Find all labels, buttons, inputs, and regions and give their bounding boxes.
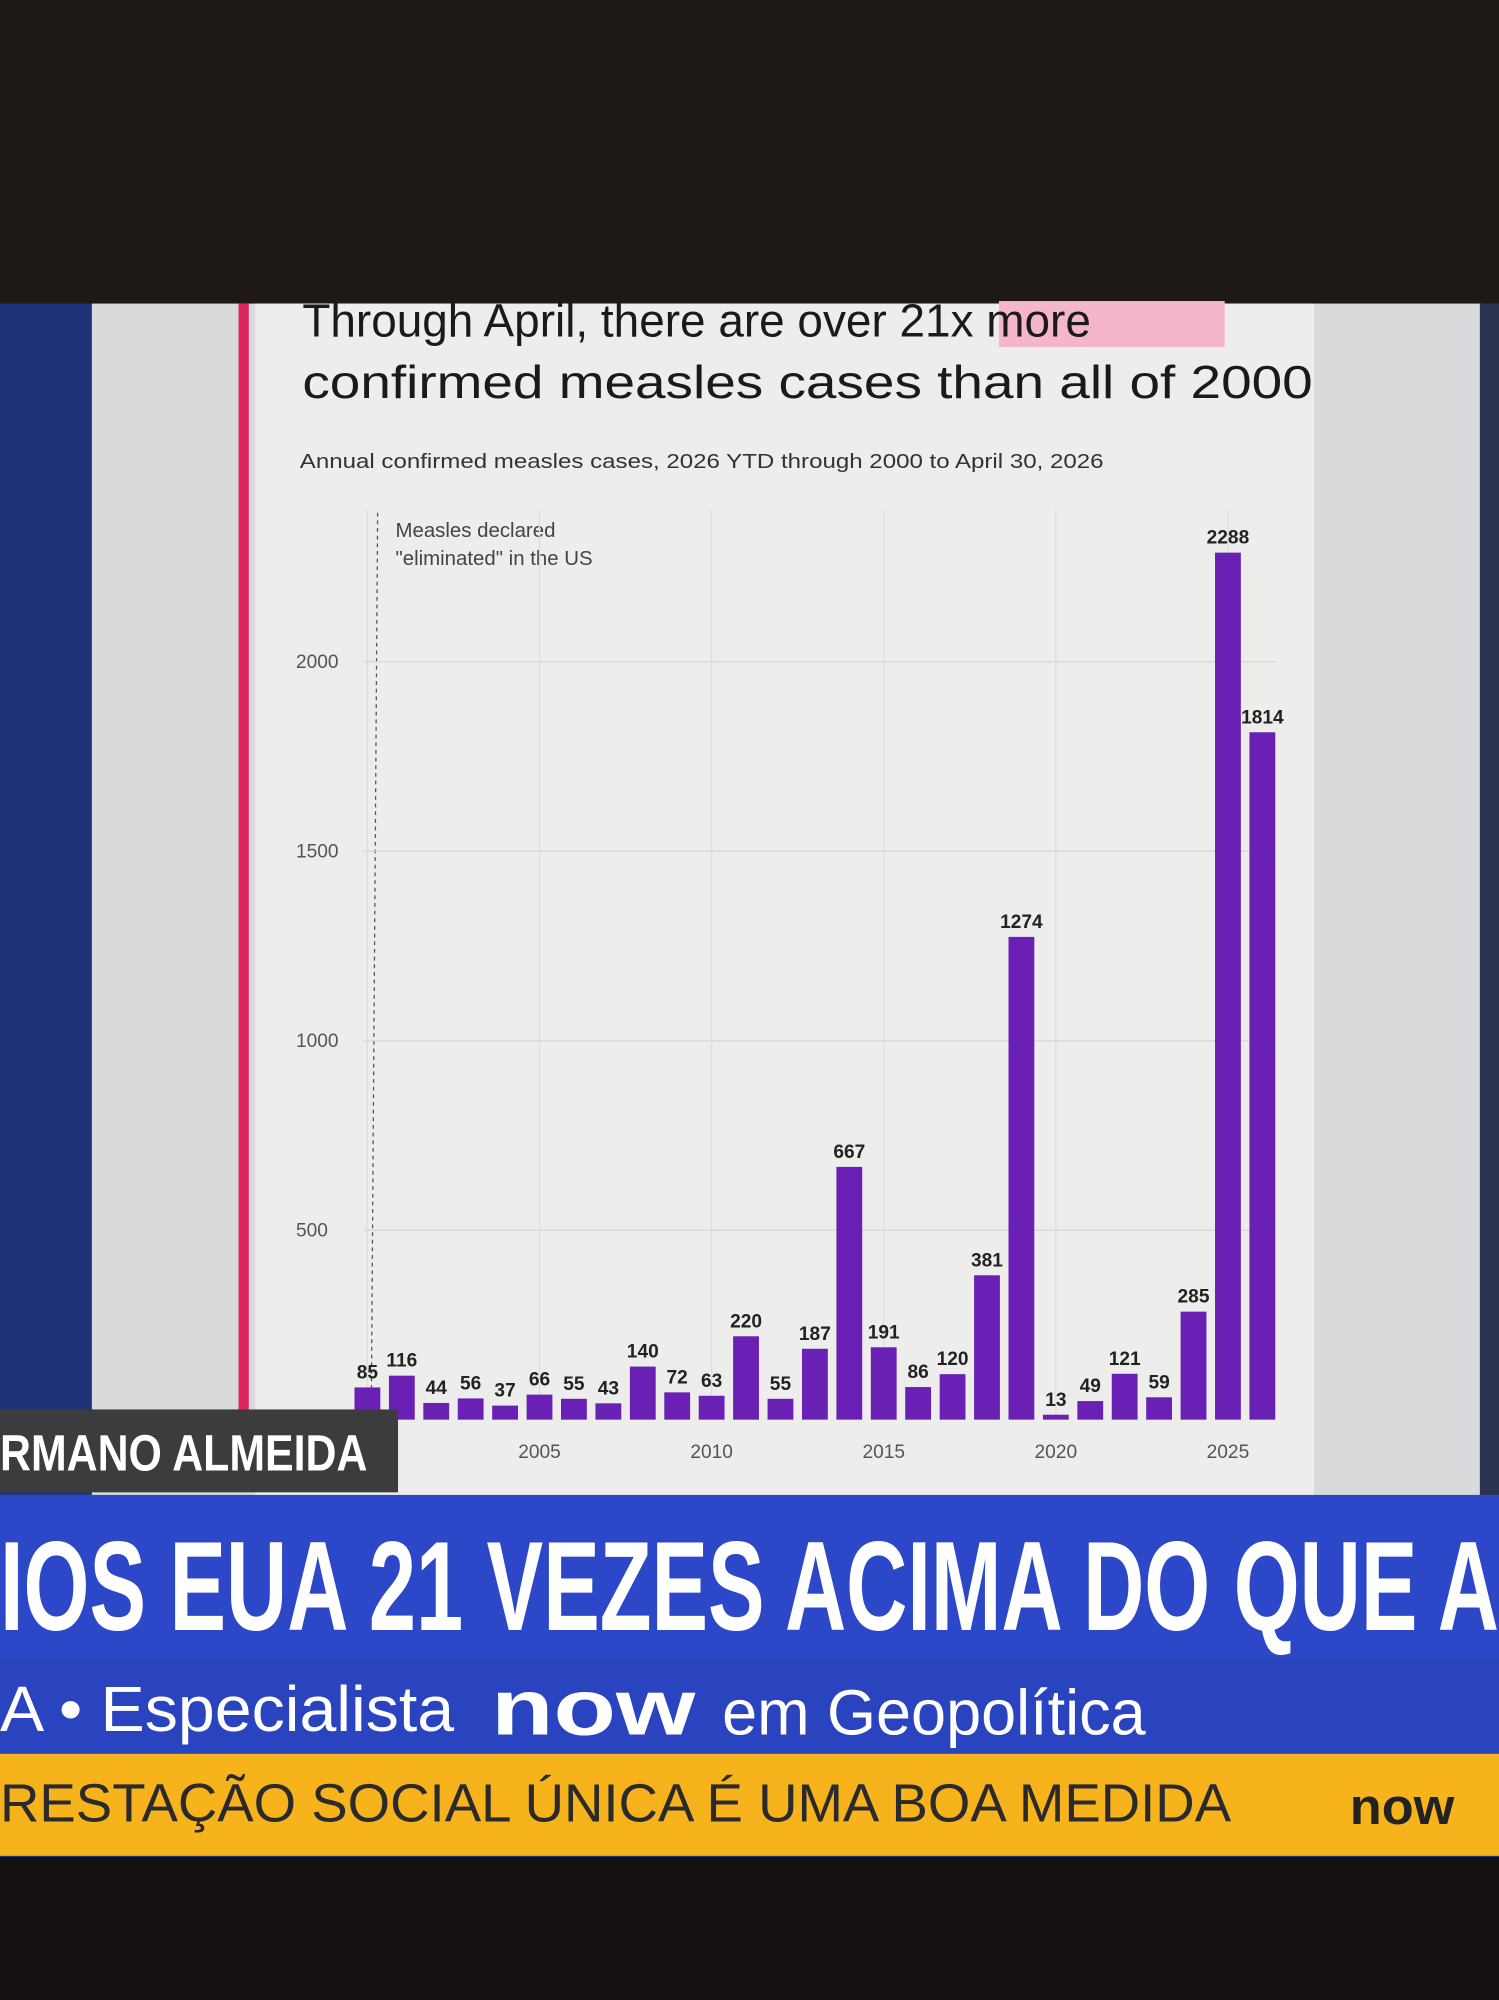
bar [939, 1374, 966, 1420]
headline: IOS EUA 21 VEZES ACIMA DO QUE A [0, 1516, 1499, 1658]
bar [1111, 1373, 1138, 1420]
value-label: 140 [627, 1342, 659, 1363]
ticker-logo: now [1350, 1778, 1455, 1835]
value-label: 55 [563, 1374, 585, 1395]
logo: now [491, 1663, 696, 1752]
value-label: 1814 [1241, 707, 1284, 728]
bar [664, 1392, 691, 1420]
chart-subtitle: Annual confirmed measles cases, 2026 YTD… [300, 451, 1104, 473]
y-tick-label: 2000 [296, 652, 339, 673]
chart-title: Through April, there are over 21x more [302, 295, 1091, 347]
bar [595, 1403, 622, 1420]
value-label: 2288 [1207, 528, 1250, 549]
value-label: 55 [770, 1374, 792, 1395]
value-label: 86 [908, 1362, 929, 1383]
value-label: 43 [598, 1378, 619, 1399]
name-bar [0, 1409, 399, 1493]
value-label: 120 [937, 1349, 969, 1370]
ticker: RESTAÇÃO SOCIAL ÚNICA É UMA BOA MEDIDA [0, 1774, 1231, 1833]
y-tick-label: 1500 [296, 842, 339, 863]
x-tick-label: 2025 [1207, 1442, 1250, 1463]
annotation: Measles declared [395, 520, 555, 542]
bar [526, 1394, 553, 1420]
bar [457, 1398, 484, 1420]
value-label: 44 [426, 1378, 448, 1399]
x-tick-label: 2005 [518, 1442, 561, 1463]
value-label: 37 [494, 1381, 515, 1402]
bar [836, 1166, 863, 1420]
role-prefix: A • Especialista [0, 1673, 455, 1745]
chart-title-line2: confirmed measles cases than all of 2000 [302, 356, 1312, 408]
value-label: 63 [701, 1371, 722, 1392]
ticker-bar [0, 1753, 1499, 1856]
value-label: 1274 [1000, 912, 1043, 933]
tv-frame [0, 0, 1499, 304]
bar [905, 1387, 932, 1420]
studio-right [1479, 303, 1499, 1503]
value-label: 85 [357, 1363, 379, 1384]
chart-card [255, 303, 1315, 1497]
title-part: Through April, there are over [302, 295, 899, 347]
value-label: 121 [1109, 1349, 1141, 1370]
title-highlight: 21x more [900, 295, 1091, 347]
title-highlight-bg [998, 301, 1225, 347]
role-suffix: em Geopolítica [722, 1677, 1146, 1749]
value-label: 13 [1045, 1390, 1066, 1411]
value-label: 381 [971, 1250, 1003, 1271]
bar [492, 1405, 518, 1420]
bar [1008, 936, 1035, 1420]
bar [1215, 552, 1241, 1420]
bar [733, 1336, 759, 1420]
bar [1042, 1414, 1069, 1420]
y-tick-label: 1000 [296, 1031, 339, 1052]
value-label: 56 [460, 1373, 481, 1394]
value-label: 667 [833, 1142, 865, 1163]
bar [1249, 732, 1276, 1420]
x-tick-label: 2020 [1035, 1442, 1078, 1463]
presenter-name: RMANO ALMEIDA [0, 1425, 367, 1482]
bar [1146, 1397, 1173, 1420]
x-tick-label: 2010 [690, 1442, 733, 1463]
value-label: 72 [667, 1367, 688, 1388]
value-label: 220 [730, 1311, 762, 1332]
annotation: "eliminated" in the US [395, 548, 592, 570]
role-bar [0, 1658, 1499, 1754]
bar [561, 1398, 587, 1420]
value-label: 116 [386, 1351, 417, 1372]
bar [767, 1398, 794, 1420]
value-label: 191 [868, 1322, 900, 1343]
bar [870, 1347, 897, 1420]
value-label: 187 [799, 1324, 831, 1345]
value-label: 66 [529, 1370, 550, 1391]
bar [801, 1348, 828, 1420]
annotation-line [370, 512, 379, 1416]
tv-frame-bottom [0, 1857, 1499, 2000]
bar [1180, 1311, 1207, 1420]
y-tick-label: 500 [296, 1221, 328, 1242]
x-tick-label: 2015 [862, 1442, 905, 1463]
bar [423, 1402, 450, 1420]
value-label: 49 [1080, 1376, 1101, 1397]
headline-bar [0, 1494, 1499, 1659]
bar [629, 1366, 656, 1420]
value-label: 285 [1178, 1287, 1210, 1308]
value-label: 59 [1148, 1372, 1169, 1393]
accent-line [238, 303, 249, 1427]
bar [974, 1275, 1000, 1420]
bar [698, 1395, 725, 1420]
bar [1077, 1401, 1104, 1420]
lower-thirds: RMANO ALMEIDA IOS EUA 21 VEZES ACIMA DO … [0, 1409, 1499, 2000]
